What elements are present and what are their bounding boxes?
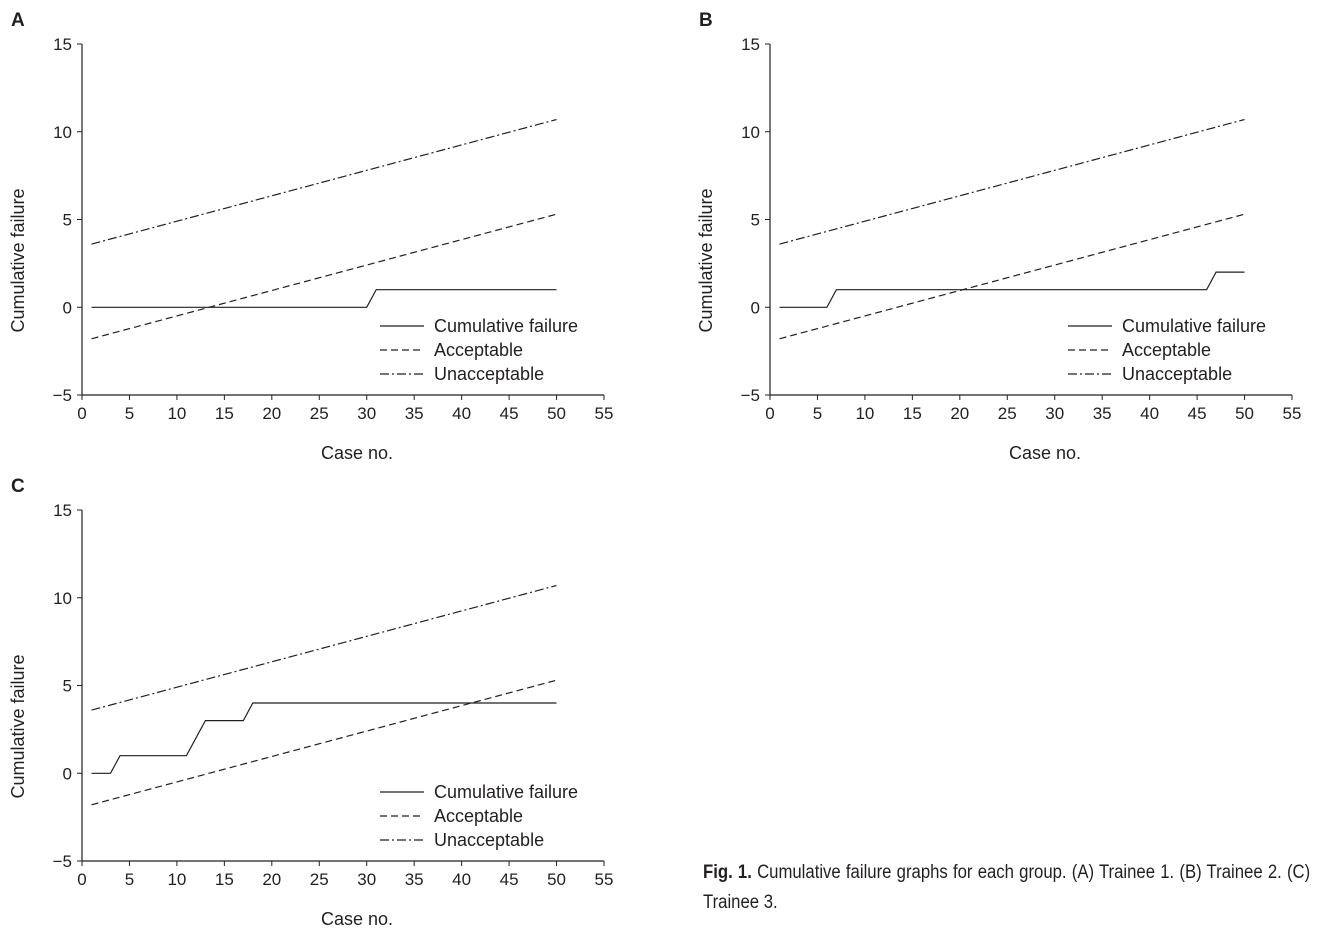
y-tick-label: 15	[53, 35, 72, 54]
series-line-solid	[779, 271, 1245, 308]
y-axis-title: Cumulative failure	[8, 188, 28, 332]
chart-panel-a: A 0 5 10 15 20 25 30 35 40 45 50 55 −5 0 5 10 15 Case no. C…	[0, 0, 640, 463]
x-tick-label: 15	[215, 870, 234, 889]
y-tick-label: 5	[751, 211, 760, 230]
y-tick-label: 15	[741, 35, 760, 54]
x-tick-label: 15	[903, 404, 922, 423]
x-tick-label: 20	[262, 404, 281, 423]
panel-letter: B	[699, 10, 713, 31]
x-tick-label: 20	[950, 404, 969, 423]
x-tick-label: 45	[1188, 404, 1207, 423]
x-tick-label: 45	[500, 404, 519, 423]
x-tick-label: 5	[125, 404, 134, 423]
x-tick-label: 30	[357, 870, 376, 889]
x-tick-label: 10	[167, 870, 186, 889]
y-axis-title: Cumulative failure	[696, 188, 716, 332]
x-tick-label: 40	[452, 404, 471, 423]
y-axis-title: Cumulative failure	[8, 654, 28, 798]
x-tick-label: 40	[1140, 404, 1159, 423]
x-tick-label: 0	[77, 404, 86, 423]
x-tick-label: 0	[77, 870, 86, 889]
legend-label: Unacceptable	[434, 364, 544, 384]
x-tick-label: 30	[357, 404, 376, 423]
y-tick-label: 5	[63, 677, 72, 696]
x-tick-label: 50	[547, 870, 566, 889]
y-tick-label: 10	[741, 123, 760, 142]
x-tick-label: 35	[1093, 404, 1112, 423]
x-tick-label: 15	[215, 404, 234, 423]
x-tick-label: 45	[500, 870, 519, 889]
x-tick-label: 10	[167, 404, 186, 423]
legend-label: Unacceptable	[1122, 364, 1232, 384]
x-tick-label: 5	[813, 404, 822, 423]
x-tick-label: 10	[855, 404, 874, 423]
legend-label: Acceptable	[434, 806, 523, 826]
x-tick-label: 20	[262, 870, 281, 889]
x-tick-label: 30	[1045, 404, 1064, 423]
x-tick-label: 0	[765, 404, 774, 423]
panel-letter: A	[11, 10, 25, 31]
chart-panel-c: C 0 5 10 15 20 25 30 35 40 45 50 55 −5 0 5 10 15 Case no. C…	[0, 466, 640, 929]
legend-label: Acceptable	[1122, 340, 1211, 360]
x-tick-label: 25	[310, 870, 329, 889]
x-tick-label: 50	[547, 404, 566, 423]
series-line-dashed	[91, 213, 557, 340]
figure-caption-label: Fig. 1.	[703, 862, 752, 883]
series-line-dashed	[91, 679, 557, 806]
y-tick-label: 0	[751, 298, 760, 317]
series-line-solid	[91, 702, 557, 774]
panel-letter: C	[11, 476, 25, 497]
x-tick-label: 55	[595, 404, 614, 423]
y-tick-label: −5	[741, 386, 760, 405]
x-tick-label: 25	[998, 404, 1017, 423]
y-tick-label: 15	[53, 501, 72, 520]
x-tick-label: 25	[310, 404, 329, 423]
y-tick-label: 10	[53, 589, 72, 608]
y-tick-label: 0	[63, 764, 72, 783]
x-axis-title: Case no.	[1009, 443, 1081, 463]
legend-label: Cumulative failure	[434, 316, 578, 336]
series-line-dashdot	[91, 118, 557, 245]
series-line-dashed	[779, 213, 1245, 340]
figure-caption-text: Cumulative failure graphs for each group…	[703, 862, 1311, 913]
x-tick-label: 40	[452, 870, 471, 889]
x-tick-label: 35	[405, 870, 424, 889]
chart-a-svg: A 0 5 10 15 20 25 30 35 40 45 50 55 −5 0 5 10 15 Case no. C…	[8, 10, 614, 463]
legend-label: Acceptable	[434, 340, 523, 360]
x-tick-label: 55	[595, 870, 614, 889]
chart-b-svg: B 0 5 10 15 20 25 30 35 40 45 50 55 −5 0 5 10 15 Case no. C…	[696, 10, 1302, 463]
legend-label: Unacceptable	[434, 830, 544, 850]
y-tick-label: 10	[53, 123, 72, 142]
y-tick-label: 0	[63, 298, 72, 317]
x-tick-label: 35	[405, 404, 424, 423]
series-line-dashdot	[91, 584, 557, 711]
x-tick-label: 55	[1283, 404, 1302, 423]
legend-label: Cumulative failure	[1122, 316, 1266, 336]
legend-label: Cumulative failure	[434, 782, 578, 802]
series-line-solid	[91, 289, 557, 308]
y-tick-label: −5	[53, 852, 72, 871]
y-tick-label: −5	[53, 386, 72, 405]
series-line-dashdot	[779, 118, 1245, 245]
figure-caption: Fig. 1. Cumulative failure graphs for ea…	[703, 858, 1310, 918]
x-tick-label: 50	[1235, 404, 1254, 423]
y-tick-label: 5	[63, 211, 72, 230]
x-axis-title: Case no.	[321, 909, 393, 929]
chart-panel-b: B 0 5 10 15 20 25 30 35 40 45 50 55 −5 0 5 10 15 Case no. C…	[688, 0, 1319, 463]
chart-c-svg: C 0 5 10 15 20 25 30 35 40 45 50 55 −5 0 5 10 15 Case no. C…	[8, 476, 614, 929]
x-tick-label: 5	[125, 870, 134, 889]
x-axis-title: Case no.	[321, 443, 393, 463]
